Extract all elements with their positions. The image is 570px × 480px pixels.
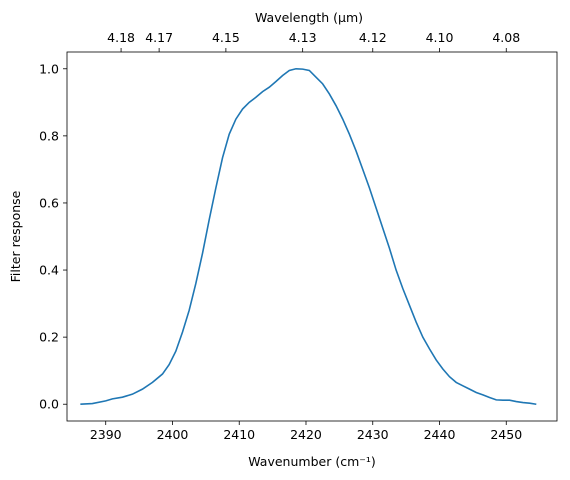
- y-tick-label: 0.8: [39, 128, 59, 143]
- y-tick-label: 0.0: [39, 397, 59, 412]
- series-line: [80, 67, 537, 406]
- top-tick-label: 4.08: [492, 30, 520, 45]
- x-tick-label: 2450: [490, 427, 522, 442]
- x-tick-label: 2400: [157, 427, 189, 442]
- top-tick-label: 4.17: [145, 30, 173, 45]
- plot-frame: [66, 51, 558, 422]
- x-tick-label: 2430: [357, 427, 389, 442]
- y-axis-ticks: 0.0 0.2 0.4 0.6 0.8 1.0: [39, 61, 67, 412]
- y-tick-label: 0.4: [39, 263, 59, 278]
- x-tick-label: 2440: [424, 427, 456, 442]
- x-tick-label: 2420: [290, 427, 322, 442]
- top-axis-label: Wavelength (μm): [255, 10, 363, 25]
- top-tick-label: 4.10: [426, 30, 454, 45]
- y-tick-label: 1.0: [39, 61, 59, 76]
- y-tick-label: 0.2: [39, 330, 59, 345]
- plot-background: [67, 52, 557, 421]
- x-axis-label: Wavenumber (cm⁻¹): [248, 454, 375, 469]
- top-tick-label: 4.12: [359, 30, 387, 45]
- top-axis-ticks: 4.18 4.17 4.15 4.13 4.12 4.10 4.08: [107, 30, 520, 52]
- plot-content: [80, 67, 537, 406]
- top-tick-label: 4.13: [289, 30, 317, 45]
- x-tick-label: 2390: [90, 427, 122, 442]
- x-axis-ticks: 2390 2400 2410 2420 2430 2440 2450: [90, 421, 522, 442]
- top-tick-label: 4.15: [212, 30, 240, 45]
- y-tick-label: 0.6: [39, 195, 59, 210]
- top-tick-label: 4.18: [107, 30, 135, 45]
- x-tick-label: 2410: [223, 427, 255, 442]
- y-axis-label: Filter response: [8, 190, 23, 282]
